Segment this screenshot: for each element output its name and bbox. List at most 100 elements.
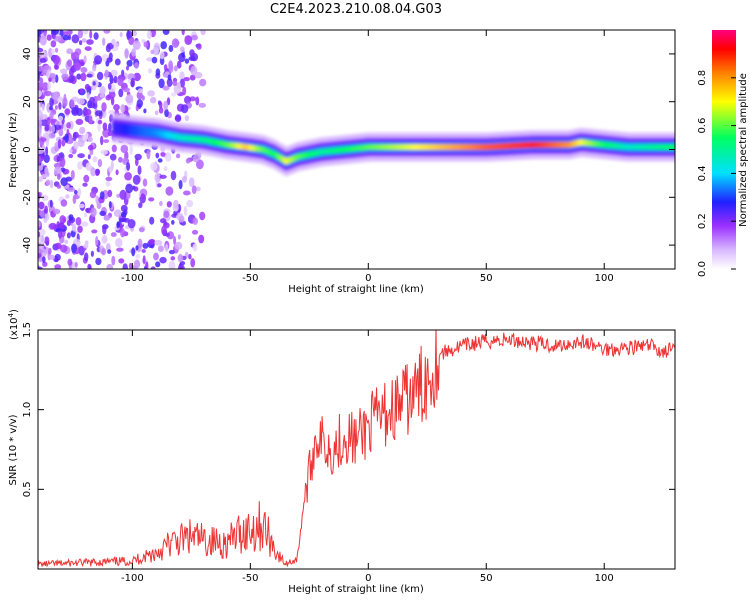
- noise-blob: [162, 85, 170, 91]
- y-axis: -40 -20 0 20 40: [22, 48, 675, 253]
- ridge-cell: [310, 150, 315, 157]
- noise-blob: [51, 30, 60, 36]
- ridge-cell: [178, 134, 183, 141]
- noise-blob: [99, 93, 105, 98]
- colorbar-tick-label: 0.6: [697, 118, 708, 134]
- ridge-cell: [241, 143, 246, 150]
- noise-blob: [57, 173, 61, 180]
- ridge-cell: [357, 145, 362, 151]
- figure-title: C2E4.2023.210.08.04.G03: [270, 2, 442, 17]
- noise-blob: [38, 124, 42, 135]
- noise-blob: [199, 211, 206, 221]
- noise-blob: [54, 264, 62, 269]
- noise-blob: [111, 144, 117, 153]
- noise-blob: [117, 78, 124, 86]
- ridge-cell: [260, 146, 265, 153]
- noise-blob: [92, 64, 97, 72]
- noise-blob: [182, 176, 187, 183]
- y-tick-label: 1.0: [22, 402, 33, 418]
- ridge-cell: [633, 144, 638, 150]
- noise-blob: [51, 92, 58, 100]
- ridge-cell: [324, 148, 329, 155]
- ridge-cell: [362, 144, 367, 151]
- noise-blob: [42, 256, 46, 263]
- ridge-cell: [192, 136, 197, 142]
- noise-blob: [184, 95, 191, 105]
- noise-blob: [136, 99, 143, 108]
- noise-blob: [149, 216, 155, 225]
- noise-blob: [141, 95, 145, 101]
- noise-blob: [38, 201, 45, 210]
- ridge-cell: [612, 142, 617, 149]
- ridge-cell: [522, 142, 527, 148]
- noise-blob: [60, 167, 66, 173]
- noise-blob: [113, 75, 118, 84]
- ridge-cell: [119, 126, 124, 132]
- noise-blob: [190, 258, 196, 268]
- ridge-cell: [326, 148, 331, 154]
- noise-blob: [120, 227, 125, 238]
- ridge-cell: [272, 151, 277, 158]
- ridge-cell: [345, 146, 350, 153]
- noise-blob: [60, 199, 68, 207]
- ridge-cell: [293, 154, 298, 161]
- ridge-cell: [668, 144, 673, 150]
- ridge-cell: [281, 157, 287, 163]
- noise-blob: [170, 256, 176, 261]
- ridge-cell: [579, 139, 584, 146]
- noise-blob: [113, 104, 120, 111]
- noise-blob: [71, 243, 78, 254]
- ridge-cell: [194, 136, 199, 143]
- noise-blob: [150, 266, 156, 269]
- noise-blob: [188, 56, 196, 61]
- ridge-cell: [284, 158, 289, 165]
- noise-blob: [94, 55, 103, 65]
- noise-blob: [38, 89, 42, 98]
- noise-blob: [99, 191, 105, 200]
- noise-blob: [105, 44, 111, 53]
- ridge-cell: [640, 144, 645, 150]
- ridge-cell: [227, 142, 232, 148]
- ridge-cell: [555, 141, 560, 148]
- ridge-cell: [239, 143, 244, 150]
- ridge-cell: [130, 127, 136, 134]
- noise-blob: [115, 238, 123, 248]
- noise-blob: [110, 69, 118, 77]
- noise-blob: [82, 182, 88, 187]
- y-tick-label: -40: [22, 237, 33, 253]
- ridge-cell: [539, 141, 544, 148]
- noise-blob: [86, 39, 94, 45]
- noise-blob: [41, 173, 48, 179]
- ridge-cell: [458, 144, 463, 150]
- noise-blob: [136, 91, 143, 100]
- noise-blob: [121, 211, 127, 218]
- noise-blob: [79, 88, 84, 94]
- noise-blob: [175, 153, 181, 159]
- ridge-cell: [508, 143, 513, 149]
- noise-blob: [83, 174, 90, 183]
- noise-blob: [53, 35, 62, 42]
- noise-blob: [134, 259, 141, 269]
- ridge-cell: [631, 144, 636, 150]
- noise-blob: [75, 108, 83, 116]
- noise-blob: [128, 36, 135, 45]
- noise-blob: [130, 77, 135, 88]
- noise-blob: [49, 106, 53, 111]
- noise-blob: [84, 46, 92, 51]
- noise-blob: [107, 83, 112, 90]
- ridge-cell: [664, 144, 669, 150]
- noise-blob: [74, 62, 82, 71]
- noise-blob: [105, 94, 112, 101]
- noise-blob: [44, 124, 50, 132]
- noise-blob: [141, 249, 146, 253]
- noise-blob: [161, 225, 167, 236]
- noise-blob: [119, 31, 123, 38]
- noise-blob: [102, 122, 108, 131]
- noise-blob: [183, 77, 190, 82]
- noise-blob: [45, 179, 51, 186]
- colorbar-ticks: 0.0 0.2 0.4 0.6 0.8: [697, 70, 736, 277]
- noise-blob: [181, 30, 185, 36]
- noise-blob: [138, 202, 143, 209]
- noise-blob: [118, 217, 127, 222]
